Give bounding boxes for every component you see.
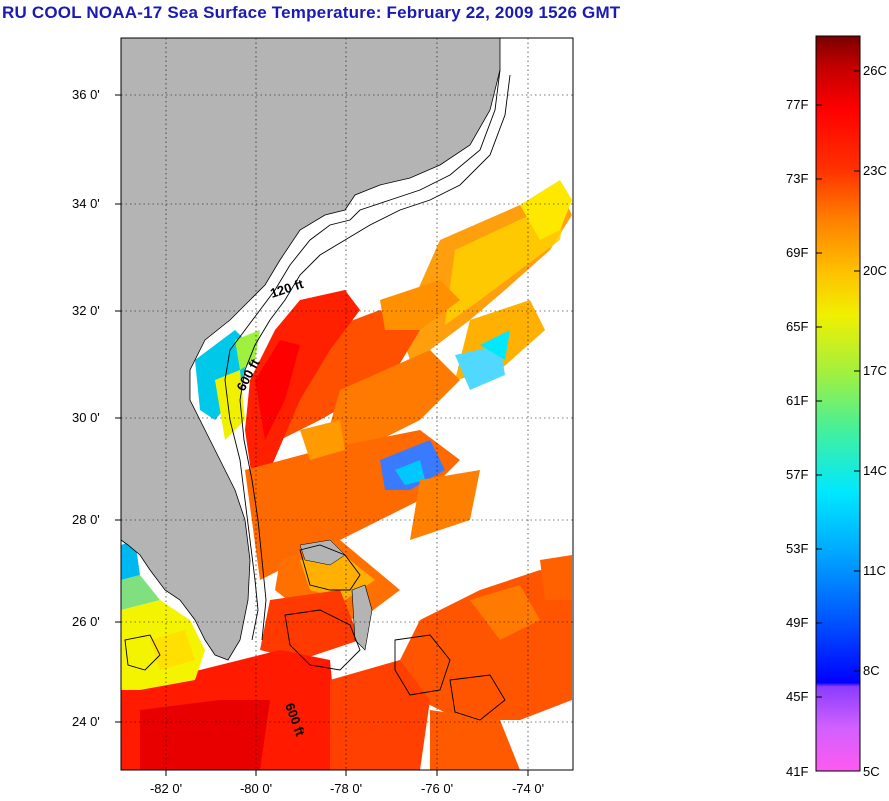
colorbar-fahrenheit-label: 73F (786, 171, 809, 186)
colorbar-fahrenheit-label: 49F (786, 615, 809, 630)
colorbar-ticks (816, 70, 860, 698)
colorbar-fahrenheit-label: 69F (786, 245, 809, 260)
colorbar-fahrenheit-label: 45F (786, 689, 809, 704)
longitude-label: -74 0' (511, 781, 545, 796)
map-frame (120, 37, 574, 771)
latitude-label: 26 0' (72, 614, 100, 629)
colorbar-celsius-label: 8C (863, 663, 880, 678)
colorbar (815, 35, 861, 772)
latitude-label: 28 0' (72, 512, 100, 527)
axis-ticks (115, 94, 529, 776)
colorbar-celsius-label: 26C (863, 63, 887, 78)
colorbar-celsius-label: 5C (863, 764, 880, 779)
map-title: RU COOL NOAA-17 Sea Surface Temperature:… (2, 3, 621, 22)
longitude-label: -82 0' (149, 781, 183, 796)
map-area (121, 38, 573, 770)
colorbar-fahrenheit-label: 61F (786, 393, 809, 408)
land (121, 38, 501, 661)
longitude-label: -80 0' (239, 781, 273, 796)
longitude-label: -78 0' (329, 781, 363, 796)
latitude-label: 24 0' (72, 714, 100, 729)
colorbar-fahrenheit-label: 53F (786, 541, 809, 556)
latitude-label: 34 0' (72, 196, 100, 211)
colorbar-celsius-label: 23C (863, 163, 887, 178)
colorbar-fahrenheit-label: 41F (786, 764, 809, 779)
colorbar-fahrenheit-label: 65F (786, 319, 809, 334)
latitude-label: 30 0' (72, 410, 100, 425)
colorbar-celsius-label: 14C (863, 463, 887, 478)
graticule (121, 38, 573, 770)
colorbar-celsius-label: 11C (863, 563, 886, 578)
colorbar-celsius-label: 20C (863, 263, 887, 278)
latitude-label: 32 0' (72, 303, 100, 318)
sst-patches (121, 180, 572, 770)
colorbar-celsius-label: 17C (863, 363, 887, 378)
latitude-label: 36 0' (72, 87, 100, 102)
colorbar-fahrenheit-label: 57F (786, 467, 809, 482)
colorbar-fahrenheit-label: 77F (786, 97, 809, 112)
longitude-label: -76 0' (420, 781, 454, 796)
